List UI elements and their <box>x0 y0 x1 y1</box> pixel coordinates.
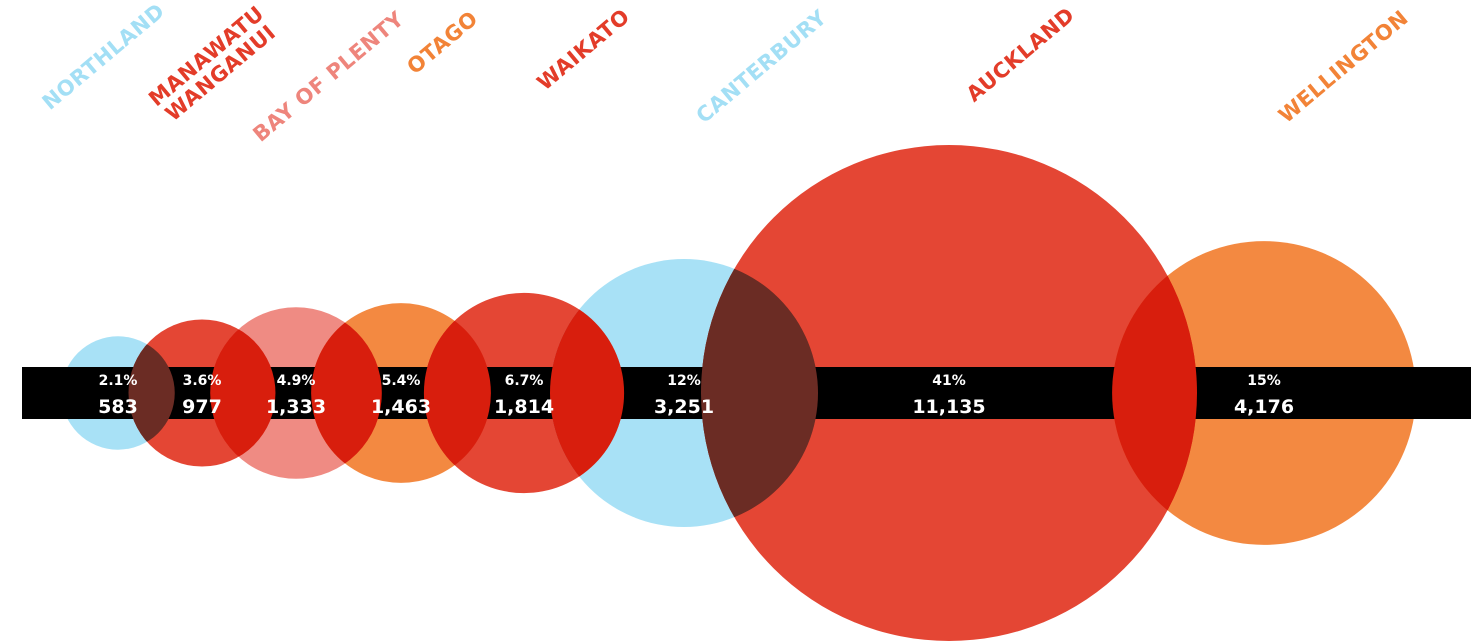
overlap-manawatu-wanganui-bay-of-plenty <box>210 319 276 467</box>
count-label-canterbury: 3,251 <box>654 396 714 418</box>
region-label-wellington: WELLINGTON <box>1274 6 1413 128</box>
region-label-bay-of-plenty: BAY OF PLENTY <box>248 7 408 147</box>
percent-label-bay-of-plenty: 4.9% <box>277 373 316 389</box>
count-label-wellington: 4,176 <box>1234 396 1294 418</box>
percent-label-wellington: 15% <box>1247 373 1281 389</box>
percent-label-northland: 2.1% <box>99 373 138 389</box>
percent-label-manawatu-wanganui: 3.6% <box>183 373 222 389</box>
region-label-auckland: AUCKLAND <box>962 3 1079 107</box>
count-label-waikato: 1,814 <box>494 396 554 418</box>
count-label-auckland: 11,135 <box>912 396 985 418</box>
region-label-otago: OTAGO <box>402 6 482 79</box>
percent-label-auckland: 41% <box>932 373 966 389</box>
region-label-canterbury: CANTERBURY <box>692 5 832 128</box>
percent-label-waikato: 6.7% <box>505 373 544 389</box>
overlap-bay-of-plenty-otago <box>311 307 382 479</box>
count-label-manawatu-wanganui: 977 <box>182 396 222 418</box>
count-labels-layer: 583 977 1,333 1,463 1,814 3,251 11,135 4,176 <box>98 396 1294 418</box>
overlap-otago-waikato <box>423 303 491 483</box>
percent-label-canterbury: 12% <box>667 373 701 389</box>
count-label-otago: 1,463 <box>371 396 431 418</box>
count-label-bay-of-plenty: 1,333 <box>266 396 326 418</box>
percent-labels-layer: 2.1% 3.6% 4.9% 5.4% 6.7% 12% 41% 15% <box>99 373 1281 389</box>
percent-label-otago: 5.4% <box>382 373 421 389</box>
count-label-northland: 583 <box>98 396 138 418</box>
region-label-waikato: WAIKATO <box>533 4 635 95</box>
